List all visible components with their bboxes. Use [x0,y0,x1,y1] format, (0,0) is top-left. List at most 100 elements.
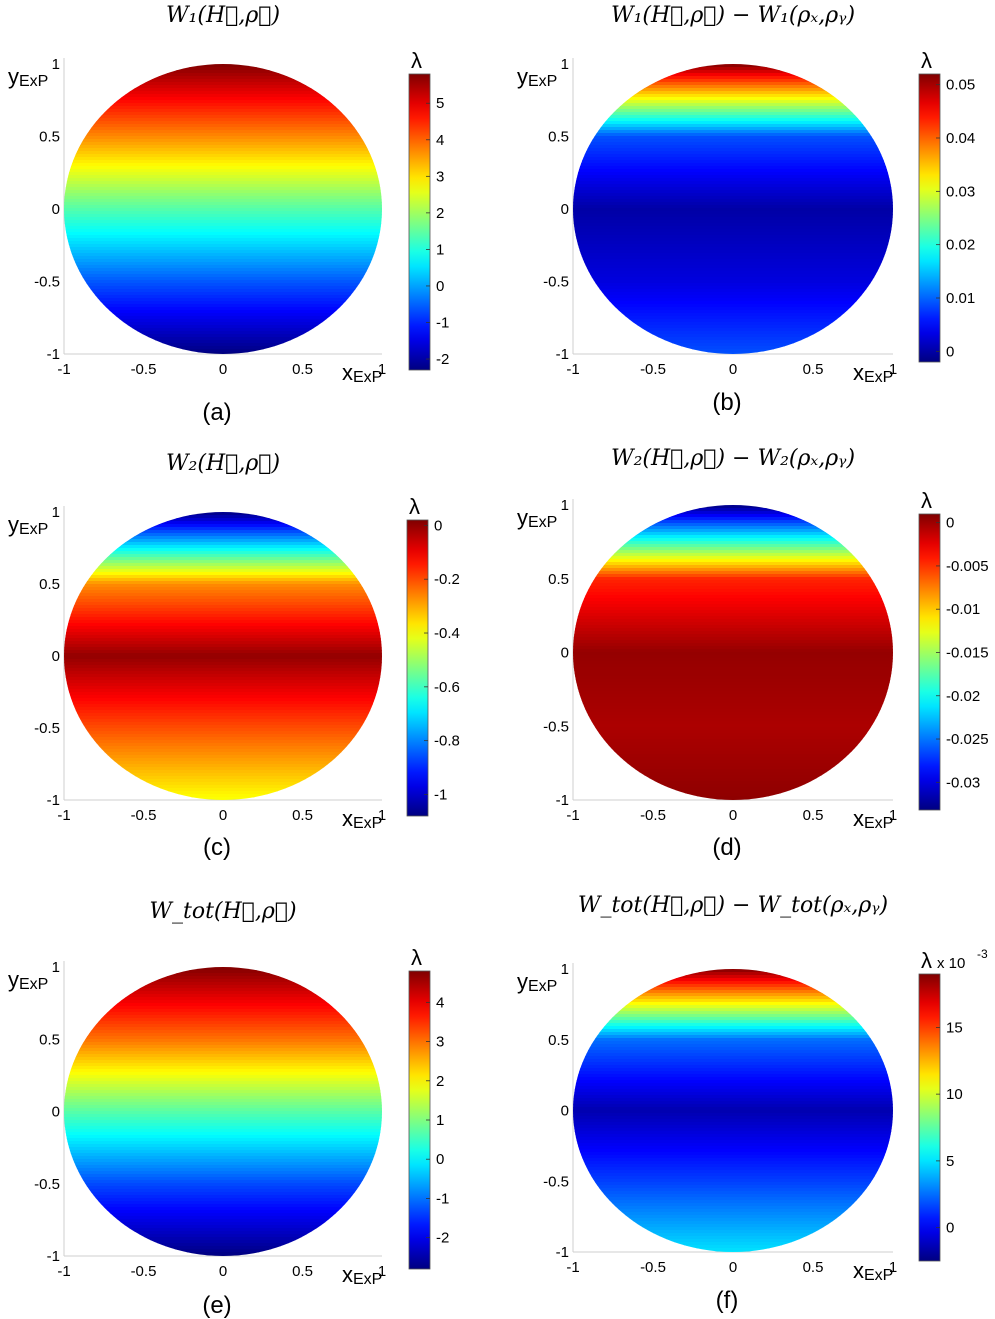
y-tick-label: 1 [561,497,569,514]
heatmap-band [64,985,382,989]
heatmap-band [64,695,382,699]
heatmap-band [573,1026,893,1030]
heatmap-band [573,559,893,563]
heatmap-band [64,145,382,149]
heatmap-band [573,283,893,287]
heatmap-band [64,1057,382,1061]
y-tick-label: 1 [561,961,569,978]
heatmap-band [64,133,382,137]
colorbar-label: λ [921,488,932,513]
heatmap-band [573,1236,893,1240]
heatmap-band [573,703,893,707]
heatmap-band [64,244,382,248]
heatmap-band [64,304,382,308]
x-tick-label: 1 [378,807,386,824]
colorbar-tick-label: -0.025 [946,731,989,748]
heatmap-band [64,1204,382,1208]
heatmap-band [573,1101,893,1105]
heatmap-band [573,1167,893,1171]
heatmap-band [573,157,893,161]
heatmap-band [64,970,382,974]
colorbar [918,73,941,363]
heatmap-band [64,689,382,693]
heatmap-band [64,229,382,233]
heatmap-band [573,688,893,692]
heatmap-band [573,978,893,982]
heatmap-band [573,721,893,725]
heatmap-band [573,1137,893,1141]
heatmap-band [573,214,893,218]
heatmap-band [573,969,893,973]
y-tick-label: 0 [52,1104,60,1121]
heatmap-band [573,130,893,134]
y-tick-label: 0 [561,645,569,662]
heatmap-band [573,601,893,605]
heatmap-band [64,602,382,606]
heatmap-band [573,1032,893,1036]
heatmap-band [573,619,893,623]
heatmap-band [64,1180,382,1184]
heatmap-band [64,1105,382,1109]
heatmap-band [573,598,893,602]
x-axis-label: xExP [853,360,893,386]
heatmap-band [573,622,893,626]
heatmap-band [64,680,382,684]
heatmap-band [573,1176,893,1180]
heatmap-band [64,776,382,780]
x-tick-label: -0.5 [131,361,157,378]
heatmap-band [573,151,893,155]
heatmap-band [64,1060,382,1064]
heatmap-band [573,340,893,344]
heatmap-band [573,1017,893,1021]
heatmap-band [64,91,382,95]
colorbar-tick-label: 0.05 [946,77,975,94]
colorbar-tick-label: -0.6 [434,679,460,696]
x-tick-label: -1 [57,807,70,824]
heatmap-band [64,277,382,281]
heatmap-band [64,1003,382,1007]
heatmap-band [64,692,382,696]
heatmap-band [64,1024,382,1028]
heatmap-band [64,1084,382,1088]
heatmap-band [573,607,893,611]
heatmap-band [64,644,382,648]
y-tick-label: -1 [47,346,60,363]
heatmap-band [573,580,893,584]
heatmap-band [573,550,893,554]
heatmap-band [64,614,382,618]
heatmap-band [64,788,382,792]
colorbar-tick-label: 10 [946,1086,963,1103]
heatmap-band [64,770,382,774]
heatmap-band [573,271,893,275]
heatmap-band [573,1173,893,1177]
heatmap-band [573,778,893,782]
heatmap-band [573,679,893,683]
heatmap-band [64,623,382,627]
heatmap-band [64,656,382,660]
heatmap-band [573,520,893,524]
heatmap-band [64,181,382,185]
heatmap-band [573,349,893,353]
heatmap-band [573,235,893,239]
heatmap-band [64,112,382,116]
heatmap-band [573,796,893,800]
heatmap-band [573,343,893,347]
y-tick-label: -0.5 [34,274,60,291]
heatmap-band [64,976,382,980]
heatmap-band [64,1051,382,1055]
heatmap-band [573,646,893,650]
pupil-heatmap [64,967,382,1256]
colorbar-tick-label: 0 [434,517,442,534]
heatmap-band [573,541,893,545]
x-tick-label: 1 [889,361,897,378]
y-tick-label: -0.5 [543,274,569,291]
heatmap-band [64,973,382,977]
heatmap-band [573,996,893,1000]
x-tick-label: -1 [566,807,579,824]
heatmap-band [64,259,382,263]
x-tick-label: -0.5 [640,361,666,378]
heatmap-band [64,698,382,702]
heatmap-band [64,716,382,720]
heatmap-band [573,1179,893,1183]
heatmap-band [64,79,382,83]
